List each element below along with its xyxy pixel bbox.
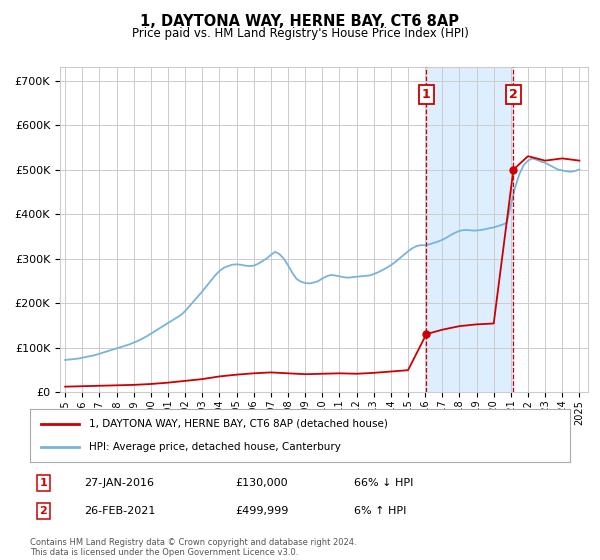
Text: Contains HM Land Registry data © Crown copyright and database right 2024.
This d: Contains HM Land Registry data © Crown c… bbox=[30, 538, 356, 557]
Text: Price paid vs. HM Land Registry's House Price Index (HPI): Price paid vs. HM Land Registry's House … bbox=[131, 27, 469, 40]
Text: 66% ↓ HPI: 66% ↓ HPI bbox=[354, 478, 413, 488]
Text: 26-FEB-2021: 26-FEB-2021 bbox=[84, 506, 155, 516]
Text: 1, DAYTONA WAY, HERNE BAY, CT6 8AP (detached house): 1, DAYTONA WAY, HERNE BAY, CT6 8AP (deta… bbox=[89, 419, 388, 429]
Text: 2: 2 bbox=[40, 506, 47, 516]
Text: 1, DAYTONA WAY, HERNE BAY, CT6 8AP: 1, DAYTONA WAY, HERNE BAY, CT6 8AP bbox=[140, 14, 460, 29]
Text: 6% ↑ HPI: 6% ↑ HPI bbox=[354, 506, 406, 516]
Text: 2: 2 bbox=[509, 88, 518, 101]
Text: £499,999: £499,999 bbox=[235, 506, 289, 516]
Bar bbox=[427, 67, 514, 392]
Text: HPI: Average price, detached house, Canterbury: HPI: Average price, detached house, Cant… bbox=[89, 442, 341, 452]
Text: 27-JAN-2016: 27-JAN-2016 bbox=[84, 478, 154, 488]
Text: 1: 1 bbox=[40, 478, 47, 488]
Text: £130,000: £130,000 bbox=[235, 478, 288, 488]
Text: 1: 1 bbox=[422, 88, 431, 101]
